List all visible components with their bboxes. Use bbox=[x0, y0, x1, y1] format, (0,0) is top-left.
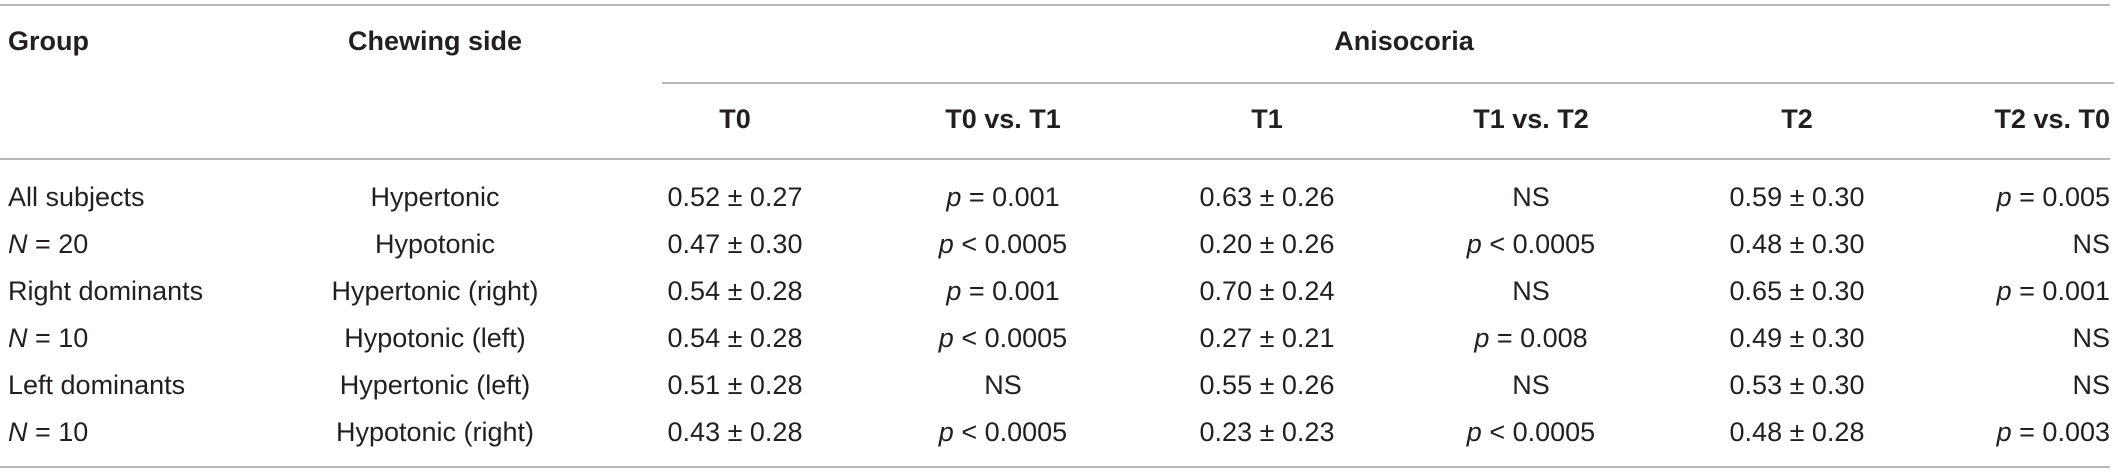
cell-t2: 0.65 ± 0.30 bbox=[1729, 276, 1865, 306]
table-row: N = 10 Hypotonic (left) 0.54 ± 0.28 p < 0.0… bbox=[0, 315, 2118, 362]
cell-t0: 0.54 ± 0.28 bbox=[667, 323, 803, 353]
header-t1: T1 bbox=[1251, 104, 1283, 134]
cell-chewing-side: Hypertonic bbox=[370, 182, 500, 212]
table-bottom-rule bbox=[0, 466, 2110, 468]
table-row: N = 20 Hypotonic 0.47 ± 0.30 p < 0.0005 0.20… bbox=[0, 221, 2118, 268]
anisocoria-span-rule bbox=[662, 82, 2114, 84]
cell-t2-vs-t0: NS bbox=[2072, 370, 2110, 400]
cell-group: Left dominants bbox=[8, 370, 186, 400]
cell-t2-vs-t0: p = 0.003 bbox=[1996, 417, 2110, 447]
table-row: N = 10 Hypotonic (right) 0.43 ± 0.28 p < 0.… bbox=[0, 409, 2118, 456]
header-t2-vs-t0: T2 vs. T0 bbox=[1994, 104, 2110, 134]
cell-t0: 0.47 ± 0.30 bbox=[667, 229, 803, 259]
cell-t1: 0.63 ± 0.26 bbox=[1199, 182, 1335, 212]
cell-chewing-side: Hypotonic bbox=[374, 229, 496, 259]
cell-group: N = 10 bbox=[8, 323, 89, 353]
table-row: Right dominants Hypertonic (right) 0.54 ± … bbox=[0, 268, 2118, 315]
header-chewing-side: Chewing side bbox=[347, 26, 523, 56]
cell-chewing-side: Hypertonic (left) bbox=[339, 370, 531, 400]
cell-group: N = 20 bbox=[8, 229, 89, 259]
cell-t0-vs-t1: p = 0.001 bbox=[946, 276, 1060, 306]
cell-t2-vs-t0: NS bbox=[2072, 229, 2110, 259]
cell-group: All subjects bbox=[8, 182, 145, 212]
cell-t2-vs-t0: p = 0.005 bbox=[1996, 182, 2110, 212]
cell-t1-vs-t2: p < 0.0005 bbox=[1466, 229, 1596, 259]
table-row: Left dominants Hypertonic (left) 0.51 ± 0.… bbox=[0, 362, 2118, 409]
cell-t1-vs-t2: NS bbox=[1512, 182, 1550, 212]
cell-t1-vs-t2: NS bbox=[1512, 276, 1550, 306]
cell-t0: 0.52 ± 0.27 bbox=[667, 182, 803, 212]
cell-t1-vs-t2: p = 0.008 bbox=[1474, 323, 1588, 353]
cell-group: Right dominants bbox=[8, 276, 204, 306]
cell-t2-vs-t0: NS bbox=[2072, 323, 2110, 353]
cell-t0: 0.51 ± 0.28 bbox=[667, 370, 803, 400]
cell-t1-vs-t2: NS bbox=[1512, 370, 1550, 400]
cell-t0-vs-t1: p < 0.0005 bbox=[938, 323, 1068, 353]
cell-t1: 0.20 ± 0.26 bbox=[1199, 229, 1335, 259]
header-t0: T0 bbox=[719, 104, 751, 134]
header-t0-vs-t1: T0 vs. T1 bbox=[945, 104, 1061, 134]
cell-t2: 0.59 ± 0.30 bbox=[1729, 182, 1865, 212]
cell-t0: 0.43 ± 0.28 bbox=[667, 417, 803, 447]
cell-t0-vs-t1: p < 0.0005 bbox=[938, 417, 1068, 447]
cell-t0: 0.54 ± 0.28 bbox=[667, 276, 803, 306]
table-top-rule bbox=[0, 4, 2110, 6]
cell-t1: 0.27 ± 0.21 bbox=[1199, 323, 1335, 353]
cell-t1-vs-t2: p < 0.0005 bbox=[1466, 417, 1596, 447]
cell-chewing-side: Hypotonic (left) bbox=[344, 323, 526, 353]
cell-t1: 0.23 ± 0.23 bbox=[1199, 417, 1335, 447]
table-row: All subjects Hypertonic 0.52 ± 0.27 p = 0.0… bbox=[0, 174, 2118, 221]
cell-chewing-side: Hypotonic (right) bbox=[335, 417, 535, 447]
cell-t2: 0.48 ± 0.30 bbox=[1729, 229, 1865, 259]
header-anisocoria: Anisocoria bbox=[1334, 26, 1474, 56]
cell-chewing-side: Hypertonic (right) bbox=[331, 276, 539, 306]
cell-t0-vs-t1: p < 0.0005 bbox=[938, 229, 1068, 259]
cell-t2: 0.53 ± 0.30 bbox=[1729, 370, 1865, 400]
cell-group: N = 10 bbox=[8, 417, 89, 447]
cell-t0-vs-t1: NS bbox=[984, 370, 1022, 400]
header-t2: T2 bbox=[1781, 104, 1813, 134]
header-bottom-rule bbox=[0, 158, 2110, 160]
header-t1-vs-t2: T1 vs. T2 bbox=[1473, 104, 1589, 134]
cell-t0-vs-t1: p = 0.001 bbox=[946, 182, 1060, 212]
header-group: Group bbox=[8, 26, 89, 56]
cell-t2: 0.48 ± 0.28 bbox=[1729, 417, 1865, 447]
cell-t1: 0.70 ± 0.24 bbox=[1199, 276, 1335, 306]
cell-t2-vs-t0: p = 0.001 bbox=[1996, 276, 2110, 306]
cell-t2: 0.49 ± 0.30 bbox=[1729, 323, 1865, 353]
cell-t1: 0.55 ± 0.26 bbox=[1199, 370, 1335, 400]
